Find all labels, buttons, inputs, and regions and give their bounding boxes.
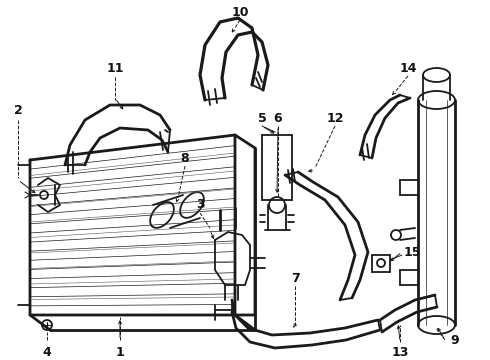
Text: 4: 4 [43,346,51,359]
Text: 8: 8 [181,152,189,165]
Text: 14: 14 [399,62,417,75]
Text: 13: 13 [392,346,409,359]
Text: 7: 7 [291,271,299,284]
Text: 3: 3 [196,198,204,211]
Text: 15: 15 [403,246,421,258]
Text: 1: 1 [116,346,124,359]
Text: 6: 6 [274,112,282,125]
Text: 2: 2 [14,104,23,117]
Text: 10: 10 [231,5,249,18]
Text: 9: 9 [451,333,459,346]
Text: 12: 12 [326,112,344,125]
Text: 5: 5 [258,112,267,125]
Text: 11: 11 [106,62,124,75]
